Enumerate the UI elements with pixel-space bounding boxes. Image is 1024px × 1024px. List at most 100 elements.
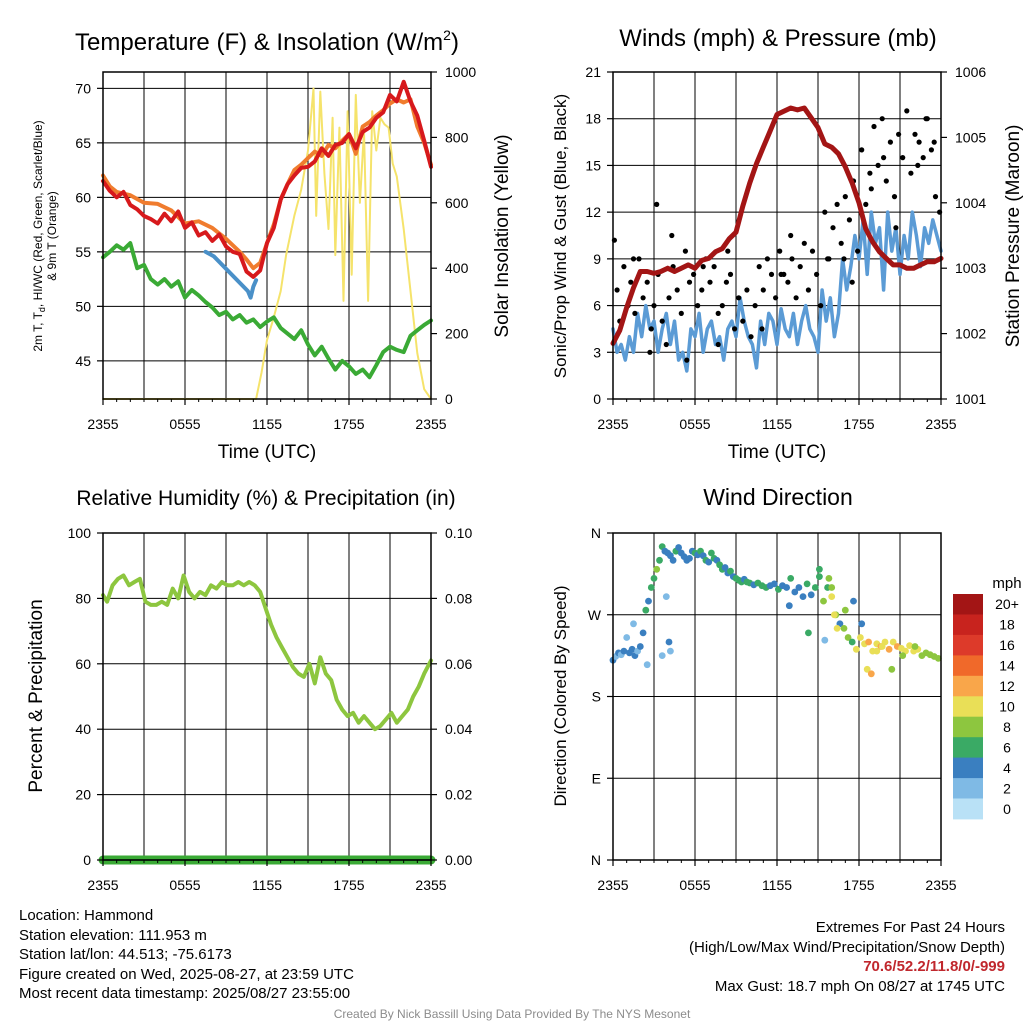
colorbar-label: 6 <box>1003 739 1011 755</box>
colorbar-swatch <box>953 594 983 615</box>
temperature-grid <box>103 72 431 399</box>
x-tick-label: 2355 <box>87 877 118 893</box>
direction-point <box>643 661 651 669</box>
x-tick-label: 2355 <box>597 877 628 893</box>
gust-point <box>764 256 771 262</box>
humidity-panel: Relative Humidity (%) & Precipitation (i… <box>26 487 472 893</box>
direction-point <box>708 549 715 557</box>
direction-point <box>811 584 819 591</box>
direction-point <box>665 638 673 646</box>
direction-point <box>783 584 790 591</box>
gust-point <box>684 357 690 363</box>
direction-point <box>816 573 823 580</box>
gust-point <box>736 295 742 301</box>
x-tick-label: 2355 <box>597 416 628 432</box>
gust-point <box>881 155 887 161</box>
direction-point <box>911 643 919 650</box>
humidity-series-line <box>101 573 433 732</box>
gust-point <box>891 194 898 200</box>
direction-point <box>857 634 864 641</box>
direction-point <box>669 556 677 564</box>
colorbar-swatch <box>953 675 983 697</box>
gust-point <box>814 271 820 277</box>
gust-point <box>778 271 784 277</box>
temperature-ylabel: 2m T, Td, HI/WC (Red, Green, Scarlet/Blu… <box>31 120 47 351</box>
direction-points <box>609 543 942 678</box>
gust-point <box>801 240 807 246</box>
colorbar-swatch <box>953 778 983 799</box>
direction-point <box>645 597 652 605</box>
y-tick-label: W <box>588 607 602 623</box>
gust-point <box>900 155 906 161</box>
direction-point <box>636 643 644 650</box>
gust-point <box>879 116 885 122</box>
direction-point <box>888 665 896 673</box>
gust-point <box>841 256 847 262</box>
gust-point <box>632 310 638 316</box>
direction-title: Wind Direction <box>703 484 853 510</box>
gust-point <box>732 326 738 332</box>
temperature-axes: 2355 0555 1155 1755 2355 45 50 55 60 65 70 0 200 400 6… <box>75 64 476 432</box>
y-tick-label: 0 <box>593 391 601 407</box>
colorbar-unit: mph <box>992 575 1021 592</box>
gust-point <box>920 155 926 161</box>
gust-point <box>923 116 929 122</box>
y2-tick-label: 1006 <box>955 64 986 80</box>
x-tick-label: 2355 <box>415 877 446 893</box>
wind-ylabel: Sonic/Prop Wind & Gust (Blue, Black) <box>551 94 570 378</box>
extremes-info: Extremes For Past 24 Hours (High/Low/Max… <box>689 918 1005 996</box>
gust-point <box>859 147 865 153</box>
gust-point <box>691 271 697 277</box>
temperature-ylabel-line2: & 9m T (Orange) <box>45 191 59 281</box>
temperature-panel: Temperature (F) & Insolation (W/m2) 2355… <box>31 27 513 463</box>
gust-point <box>682 248 689 254</box>
direction-point <box>647 584 655 591</box>
colorbar-swatch <box>953 614 983 636</box>
y2-tick-label: 800 <box>445 129 469 145</box>
direction-point <box>865 638 872 646</box>
colorbar-label: 4 <box>1003 760 1011 776</box>
direction-point <box>850 597 857 605</box>
direction-point <box>667 647 674 655</box>
gust-point <box>822 209 828 215</box>
colorbar-swatch <box>953 798 983 820</box>
y2-tick-label: 1004 <box>955 195 986 211</box>
station-location: Location: Hammond <box>19 907 154 924</box>
pressure-ylabel: Station Pressure (Maroon) <box>1003 125 1024 348</box>
y2-tick-label: 400 <box>445 260 469 276</box>
figure-created: Figure created on Wed, 2025-08-27, at 23… <box>19 965 354 983</box>
direction-point <box>816 565 823 573</box>
x-tick-label: 2355 <box>87 416 118 432</box>
direction-point <box>825 575 833 582</box>
station-info: Location: Hammond Station elevation: 111… <box>19 906 354 1004</box>
gust-point <box>740 318 746 324</box>
gust-point <box>636 256 642 262</box>
direction-point <box>642 606 650 614</box>
gust-point <box>748 334 754 340</box>
x-tick-label: 1155 <box>762 416 792 432</box>
pressure-series-line <box>610 105 944 346</box>
x-tick-label: 1755 <box>843 416 874 432</box>
gust-point <box>666 295 672 301</box>
y2-tick-label: 1000 <box>445 64 476 80</box>
extremes-values: 70.6/52.2/11.8/0/-999 <box>863 958 1005 976</box>
gust-point <box>785 279 791 285</box>
gust-point <box>868 186 874 192</box>
gust-point <box>695 303 701 309</box>
gust-point <box>773 295 779 301</box>
gust-point <box>912 131 918 137</box>
direction-point <box>840 625 848 632</box>
y-tick-label: 60 <box>75 656 91 672</box>
y2-tick-label: 0.10 <box>445 525 472 541</box>
colorbar-label: 0 <box>1003 801 1011 817</box>
gust-point <box>674 287 680 293</box>
extremes-subtitle: (High/Low/Max Wind/Precipitation/Snow De… <box>689 938 1005 956</box>
max-gust: Max Gust: 18.7 mph On 08/27 at 1745 UTC <box>714 977 1005 995</box>
gust-point <box>805 287 812 293</box>
y2-tick-label: 1005 <box>955 129 986 145</box>
gust-point <box>788 232 794 239</box>
humidity-title: Relative Humidity (%) & Precipitation (i… <box>76 487 455 510</box>
x-tick-label: 1155 <box>252 877 282 893</box>
direction-point <box>831 611 838 619</box>
x-tick-label: 2355 <box>925 877 956 893</box>
